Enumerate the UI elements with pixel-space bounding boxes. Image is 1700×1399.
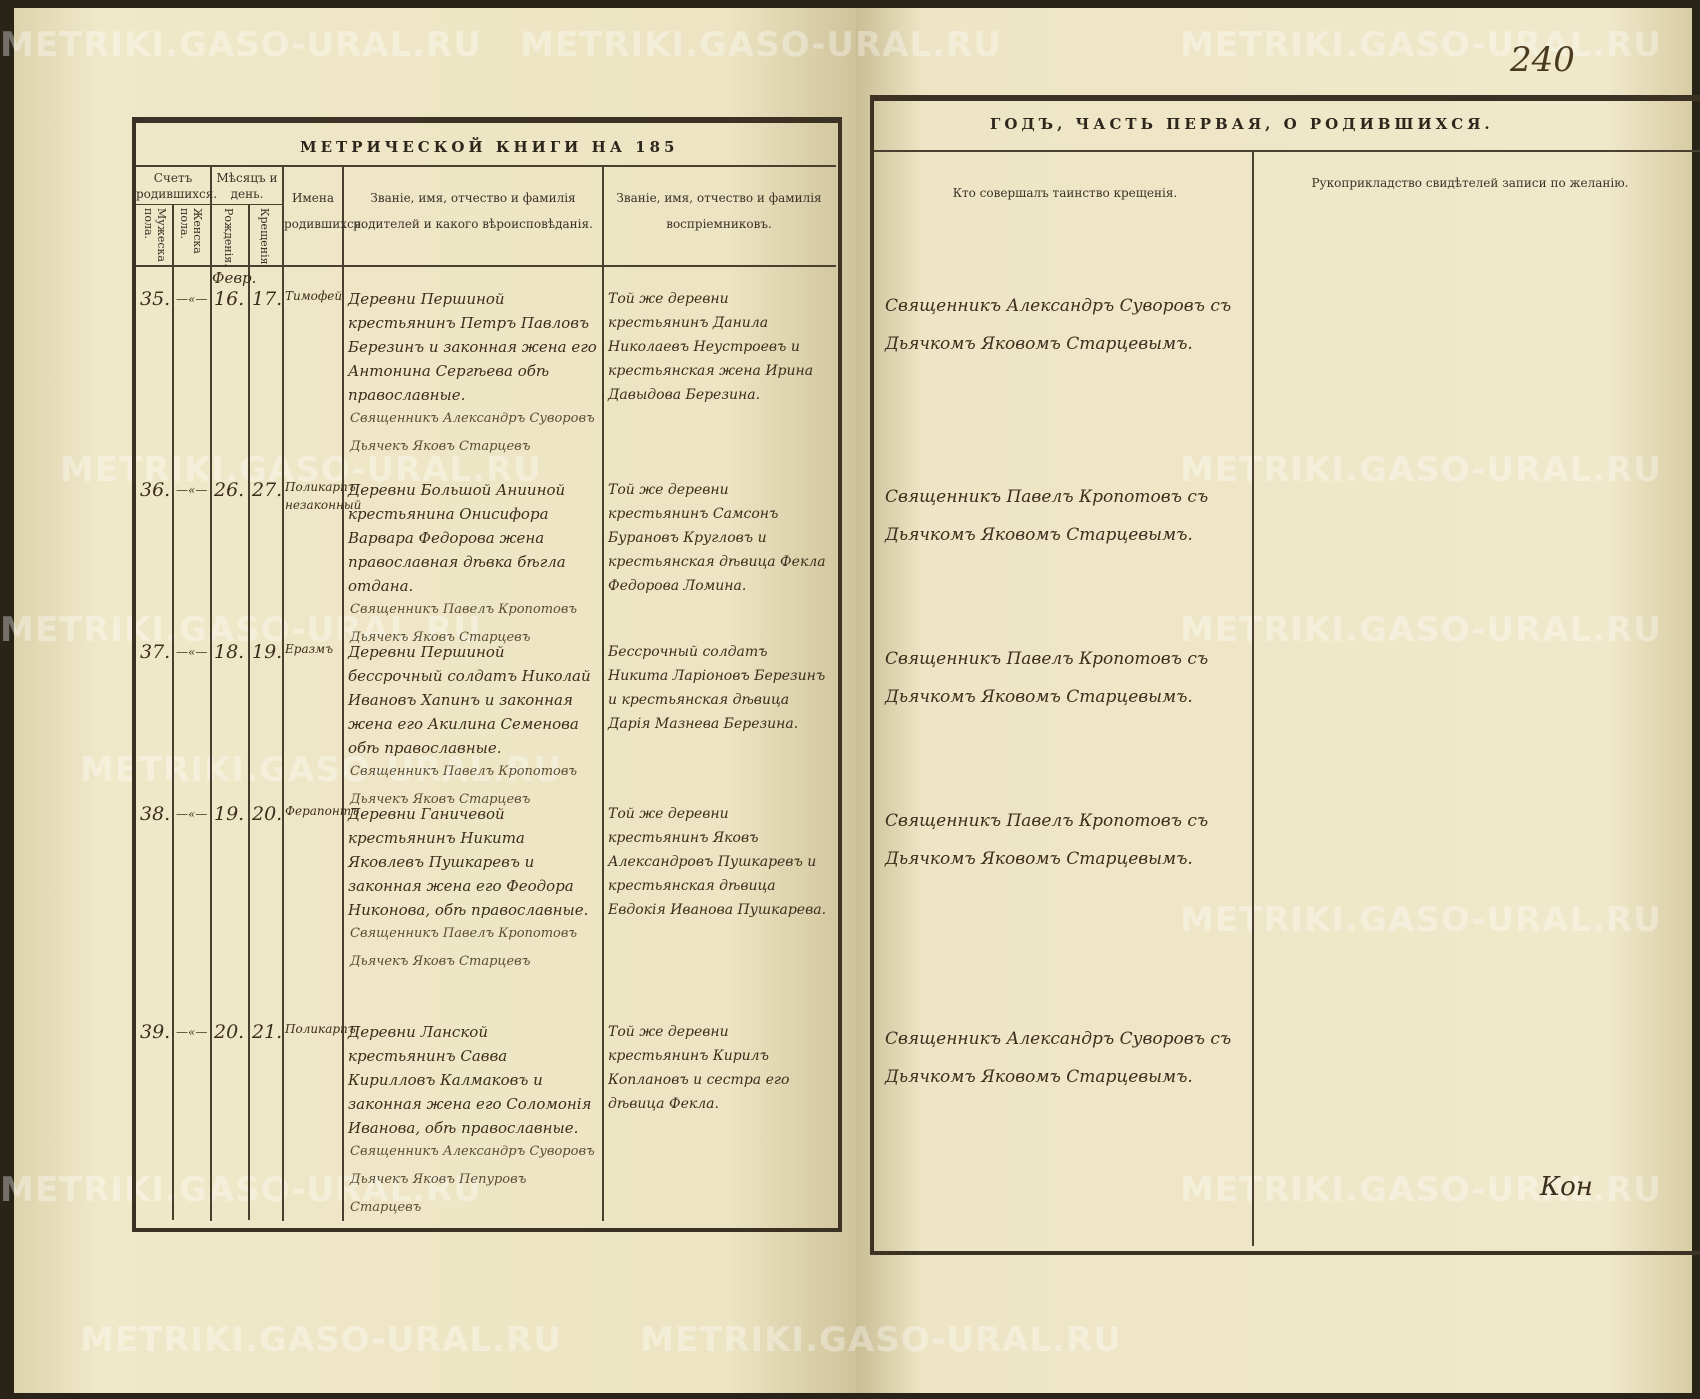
entry-godparents: Той же деревни крестьянинъ Яковъ Алексан… xyxy=(608,806,827,918)
left-page xyxy=(14,8,856,1393)
watermark: METRIKI.GASO-URAL.RU xyxy=(1180,900,1662,940)
watermark: METRIKI.GASO-URAL.RU xyxy=(1180,450,1662,490)
header-birth: Рожденія. xyxy=(222,208,235,267)
entry-number: 39. xyxy=(140,1021,171,1043)
header-male: Мужеска пола. xyxy=(142,208,168,262)
entry-signature: Священникъ Александръ Суворовъ Дьячекъ Я… xyxy=(350,1144,595,1215)
watermark: METRIKI.GASO-URAL.RU xyxy=(1180,1170,1662,1210)
entry-birth-day: 19. xyxy=(214,803,245,825)
entry-parents: Деревни Ланской крестьянинъ Савва Кирилл… xyxy=(348,1023,592,1137)
header-performed-by: Кто совершалъ таинство крещенія. xyxy=(952,186,1178,200)
page-number: 240 xyxy=(1510,40,1575,80)
divider xyxy=(1252,151,1254,1246)
entry-parents: Деревни Першиной бессрочный солдатъ Нико… xyxy=(348,643,591,757)
entry-signature: Священникъ Павелъ Кропотовъ Дьячекъ Яков… xyxy=(350,926,578,969)
entry-signature: Священникъ Александръ Суворовъ Дьячекъ Я… xyxy=(350,411,595,454)
header-baptism: Крещенія. xyxy=(258,208,271,269)
watermark: METRIKI.GASO-URAL.RU xyxy=(0,610,482,650)
header-month-day: Мѣсяцъ и день. xyxy=(216,171,278,201)
entry-baptism-day: 27. xyxy=(252,479,283,501)
entry-number: 38. xyxy=(140,803,171,825)
entry-sex-mark: —«— xyxy=(176,807,208,821)
entry-sex-mark: —«— xyxy=(176,1025,208,1039)
entry-number: 37. xyxy=(140,641,171,663)
entry-baptism-day: 20. xyxy=(252,803,283,825)
divider xyxy=(342,166,344,1221)
entry-parents: Деревни Большой Анииной крестьянина Онис… xyxy=(348,481,566,595)
divider xyxy=(602,166,604,1221)
entry-sex-mark: —«— xyxy=(176,645,208,659)
watermark: METRIKI.GASO-URAL.RU xyxy=(1180,25,1662,65)
divider xyxy=(172,205,174,1220)
entry-birth-day: 16. xyxy=(214,288,245,310)
entry-performed-by: Священникъ Павелъ Кропотовъ съ Дьячкомъ … xyxy=(885,811,1209,869)
entry-birth-day: 26. xyxy=(214,479,245,501)
header-godparents: Званіе, имя, отчество и фамилія воспріем… xyxy=(616,191,822,231)
entry-child-name: Поликарпъ незаконный xyxy=(285,480,362,512)
divider xyxy=(210,166,212,1221)
left-page-title: МЕТРИЧЕСКОЙ КНИГИ НА 185 xyxy=(300,138,679,156)
divider xyxy=(136,165,836,167)
end-mark: Кон xyxy=(1540,1172,1593,1202)
entry-performed-by: Священникъ Александръ Суворовъ съ Дьячко… xyxy=(885,1029,1232,1087)
entry-sex-mark: —«— xyxy=(176,292,208,306)
entry-child-name: Ферапонтъ xyxy=(285,804,360,818)
divider xyxy=(136,204,282,205)
header-names: Имена родившихся. xyxy=(284,191,366,231)
entry-number: 36. xyxy=(140,479,171,501)
header-witnesses: Рукоприкладство свидѣтелей записи по жел… xyxy=(1311,176,1629,190)
month-label: Февр. xyxy=(212,269,257,287)
entry-signature: Священникъ Павелъ Кропотовъ Дьячекъ Яков… xyxy=(350,764,578,807)
entry-parents: Деревни Ганичевой крестьянинъ Никита Яко… xyxy=(348,805,589,919)
right-table-frame xyxy=(870,95,1700,1255)
divider xyxy=(136,265,836,267)
header-female: Женска пола. xyxy=(178,208,204,254)
watermark: METRIKI.GASO-URAL.RU xyxy=(0,25,482,65)
entry-performed-by: Священникъ Александръ Суворовъ съ Дьячко… xyxy=(885,296,1232,354)
entry-number: 35. xyxy=(140,288,171,310)
entry-signature: Священникъ Павелъ Кропотовъ Дьячекъ Яков… xyxy=(350,602,578,645)
entry-birth-day: 18. xyxy=(214,641,245,663)
divider xyxy=(248,205,250,1220)
entry-parents: Деревни Першиной крестьянинъ Петръ Павло… xyxy=(348,290,597,404)
entry-godparents: Бессрочный солдатъ Никита Ларіоновъ Бере… xyxy=(608,644,826,732)
watermark: METRIKI.GASO-URAL.RU xyxy=(520,25,1002,65)
divider xyxy=(282,166,284,1221)
watermark: METRIKI.GASO-URAL.RU xyxy=(60,450,542,490)
entry-godparents: Той же деревни крестьянинъ Самсонъ Буран… xyxy=(608,482,826,594)
right-page-title: ГОДЪ, ЧАСТЬ ПЕРВАЯ, О РОДИВШИХСЯ. xyxy=(990,115,1494,133)
entry-godparents: Той же деревни крестьянинъ Данила Никола… xyxy=(608,291,814,403)
header-parents: Званіе, имя, отчество и фамилія родителе… xyxy=(353,191,593,231)
entry-baptism-day: 17. xyxy=(252,288,283,310)
right-page xyxy=(856,8,1692,1393)
entry-baptism-day: 21. xyxy=(252,1021,283,1043)
entry-child-name: Тимофей xyxy=(285,289,343,303)
left-table-frame xyxy=(132,117,842,1232)
entry-child-name: Еразмъ xyxy=(285,642,334,656)
header-count: Счетъ родившихся. xyxy=(136,171,218,201)
entry-sex-mark: —«— xyxy=(176,483,208,497)
entry-birth-day: 20. xyxy=(214,1021,245,1043)
watermark: METRIKI.GASO-URAL.RU xyxy=(80,1320,562,1360)
entry-child-name: Поликарпъ xyxy=(285,1022,356,1036)
entry-performed-by: Священникъ Павелъ Кропотовъ съ Дьячкомъ … xyxy=(885,487,1209,545)
divider xyxy=(874,150,1700,152)
watermark: METRIKI.GASO-URAL.RU xyxy=(0,1170,482,1210)
entry-performed-by: Священникъ Павелъ Кропотовъ съ Дьячкомъ … xyxy=(885,649,1209,707)
entry-baptism-day: 19. xyxy=(252,641,283,663)
watermark: METRIKI.GASO-URAL.RU xyxy=(640,1320,1122,1360)
entry-godparents: Той же деревни крестьянинъ Кирилъ Коплан… xyxy=(608,1024,790,1112)
watermark: METRIKI.GASO-URAL.RU xyxy=(80,750,562,790)
watermark: METRIKI.GASO-URAL.RU xyxy=(1180,610,1662,650)
